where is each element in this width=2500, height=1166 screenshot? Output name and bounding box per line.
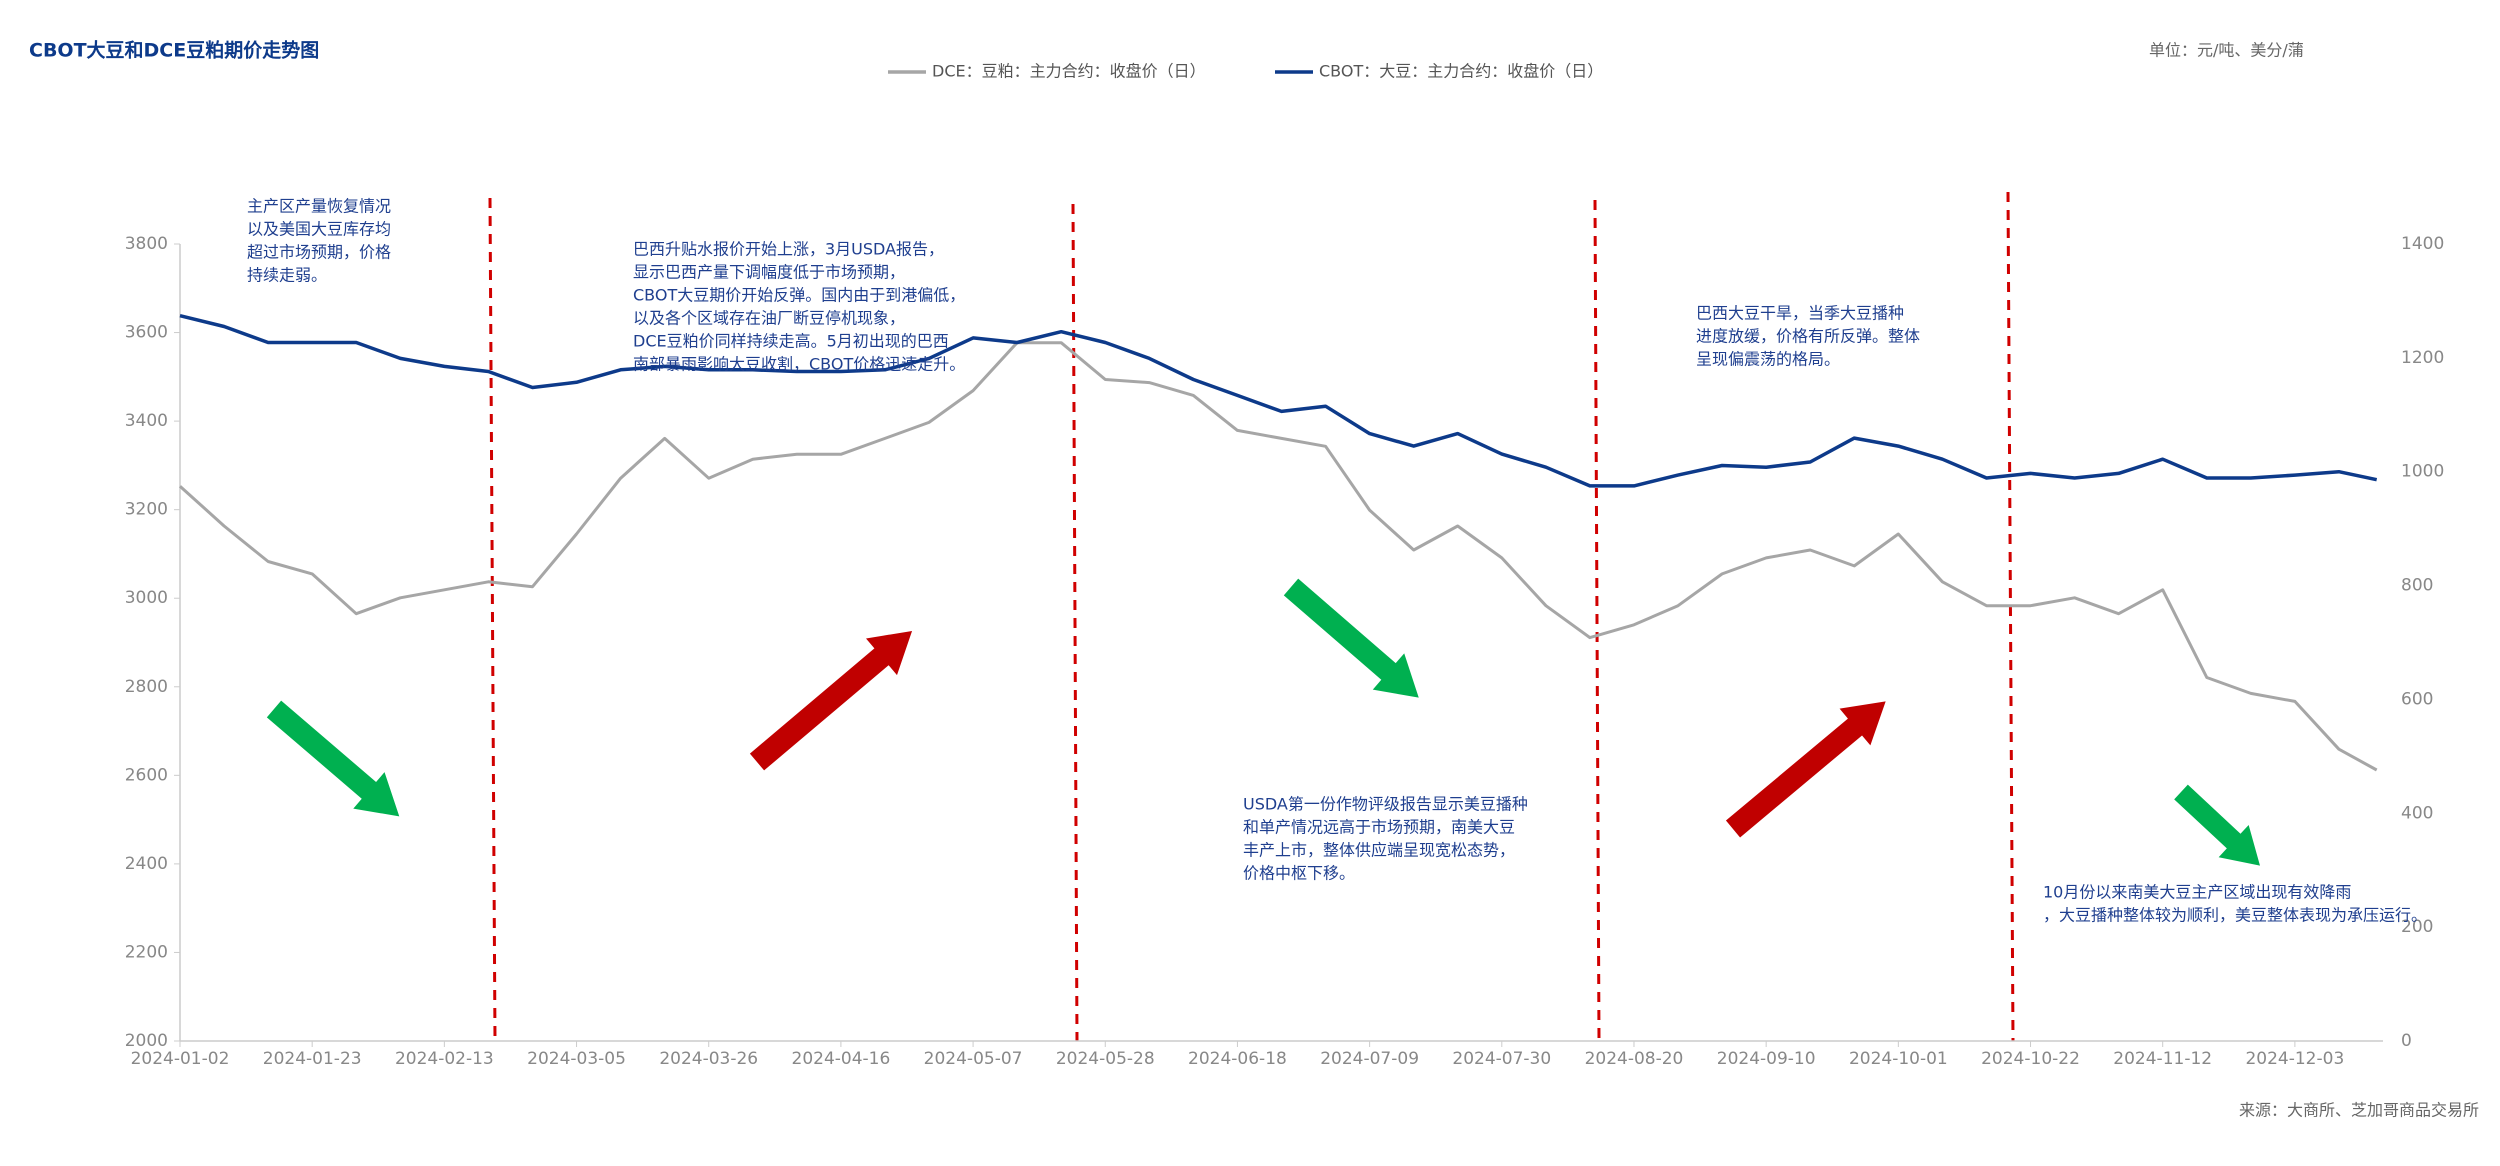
annotation-line: 以及各个区域存在油厂断豆停机现象，: [633, 309, 905, 328]
annotation-line: 以及美国大豆库存均: [247, 220, 391, 239]
unit-label: 单位：元/吨、美分/蒲: [2149, 41, 2304, 60]
y2-tick-label: 800: [2401, 576, 2433, 596]
x-tick-label: 2024-08-20: [1585, 1049, 1684, 1069]
x-tick-label: 2024-01-02: [131, 1049, 230, 1069]
x-tick-label: 2024-02-13: [395, 1049, 494, 1069]
x-tick-label: 2024-05-07: [924, 1049, 1023, 1069]
x-tick-label: 2024-10-22: [1981, 1049, 2080, 1069]
annotation-line: 10月份以来南美大豆主产区域出现有效降雨: [2043, 883, 2351, 902]
y2-tick-label: 200: [2401, 917, 2433, 937]
divider: [1593, 199, 1601, 1042]
y-tick-label: 2200: [125, 942, 168, 962]
y-tick-label: 3200: [125, 500, 168, 520]
arrow-down: [2174, 784, 2260, 866]
y2-tick-label: 0: [2401, 1031, 2412, 1051]
source-label: 来源：大商所、芝加哥商品交易所: [2239, 1101, 2479, 1120]
chart-title: CBOT大豆和DCE豆粕期价走势图: [29, 39, 319, 62]
x-tick-label: 2024-09-10: [1717, 1049, 1816, 1069]
annotation-line: 主产区产量恢复情况: [247, 197, 391, 216]
x-tick-label: 2024-12-03: [2245, 1049, 2344, 1069]
x-tick-label: 2024-03-05: [527, 1049, 626, 1069]
arrow-up: [749, 630, 913, 771]
annotation-line: USDA第一份作物评级报告显示美豆播种: [1243, 795, 1528, 814]
series-line: [179, 314, 2378, 488]
y2-tick-label: 1200: [2401, 348, 2444, 368]
y-tick-label: 3400: [125, 411, 168, 431]
divider: [488, 197, 497, 1042]
arrow-down: [1283, 578, 1419, 698]
annotation-line: 价格中枢下移。: [1243, 864, 1355, 883]
annotation-line: 进度放缓，价格有所反弹。整体: [1696, 327, 1920, 346]
x-tick-label: 2024-04-16: [792, 1049, 891, 1069]
divider: [2006, 191, 2015, 1042]
y-tick-label: 2400: [125, 854, 168, 874]
y2-tick-label: 1000: [2401, 462, 2444, 482]
y2-tick-label: 600: [2401, 689, 2433, 709]
divider: [1071, 203, 1079, 1042]
x-tick-label: 2024-06-18: [1188, 1049, 1287, 1069]
legend-label: DCE：豆粕：主力合约：收盘价（日）: [932, 62, 1206, 81]
annotation-line: 丰产上市，整体供应端呈现宽松态势，: [1243, 841, 1515, 860]
x-tick-label: 2024-01-23: [263, 1049, 362, 1069]
y-tick-label: 3800: [125, 234, 168, 254]
arrow-up: [1725, 701, 1886, 838]
series-line: [178, 341, 2378, 772]
y-tick-label: 2600: [125, 765, 168, 785]
y-tick-label: 2800: [125, 677, 168, 697]
annotation-line: 呈现偏震荡的格局。: [1696, 350, 1840, 369]
annotation-line: 持续走弱。: [247, 266, 327, 285]
y2-tick-label: 1400: [2401, 234, 2444, 254]
x-tick-label: 2024-10-01: [1849, 1049, 1948, 1069]
annotation-line: 巴西升贴水报价开始上涨，3月USDA报告，: [633, 240, 944, 259]
x-tick-label: 2024-11-12: [2113, 1049, 2212, 1069]
annotation-line: CBOT大豆期价开始反弹。国内由于到港偏低，: [633, 286, 965, 305]
y-tick-label: 3600: [125, 323, 168, 343]
arrow-down: [266, 700, 400, 817]
y-tick-label: 3000: [125, 588, 168, 608]
trend-arrows: [266, 578, 2260, 866]
annotation-line: DCE豆粕价同样持续走高。5月初出现的巴西: [633, 332, 949, 351]
annotation-line: 超过市场预期，价格: [247, 243, 391, 262]
y2-tick-label: 400: [2401, 803, 2433, 823]
x-tick-label: 2024-03-26: [659, 1049, 758, 1069]
x-tick-label: 2024-07-30: [1452, 1049, 1551, 1069]
annotation-line: 显示巴西产量下调幅度低于市场预期，: [633, 263, 905, 282]
x-tick-label: 2024-07-09: [1320, 1049, 1419, 1069]
y-tick-label: 2000: [125, 1031, 168, 1051]
divider-lines: [488, 191, 2015, 1042]
annotation-line: 和单产情况远高于市场预期，南美大豆: [1243, 818, 1515, 837]
annotation-line: ，大豆播种整体较为顺利，美豆整体表现为承压运行。: [2043, 906, 2427, 925]
annotation-line: 南部暴雨影响大豆收割，CBOT价格迅速走升。: [633, 355, 965, 374]
x-tick-label: 2024-05-28: [1056, 1049, 1155, 1069]
legend-label: CBOT：大豆：主力合约：收盘价（日）: [1319, 62, 1603, 81]
annotation-line: 巴西大豆干旱，当季大豆播种: [1696, 304, 1904, 323]
